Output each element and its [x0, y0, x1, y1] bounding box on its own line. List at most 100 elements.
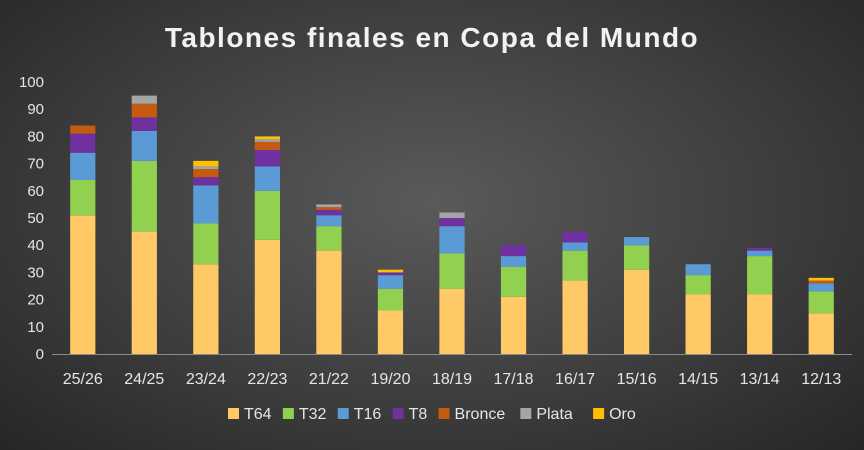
bar-t32-14-15: [685, 275, 711, 295]
bar-t32-25-26: [70, 179, 96, 216]
legend-swatch: [337, 408, 349, 419]
legend-swatch: [520, 408, 532, 419]
y-tick-label: 90: [27, 101, 44, 118]
y-tick-label: 40: [27, 237, 44, 254]
x-tick-label: 13/14: [740, 371, 780, 388]
x-tick-label: 23/24: [186, 371, 226, 388]
bar-t32-17-18: [500, 266, 527, 297]
x-tick-label: 17/18: [494, 371, 534, 388]
bar-t32-22-23: [254, 190, 280, 240]
bar-t64-22-23: [254, 239, 280, 354]
bar-t16-15-16: [624, 237, 650, 246]
bar-t16-16-17: [562, 242, 588, 251]
bar-t8-23-24: [193, 177, 219, 186]
bar-t64-17-18: [500, 296, 527, 354]
bar-t8-16-17: [562, 231, 588, 243]
x-tick-label: 24/25: [124, 371, 164, 388]
bar-plata-24-25: [131, 95, 157, 104]
y-tick-label: 20: [27, 292, 44, 309]
bar-t16-21-22: [316, 215, 342, 227]
bar-t32-19-20: [377, 288, 404, 311]
bar-t64-21-22: [316, 250, 342, 354]
bar-t64-12-13: [808, 313, 834, 354]
bar-bronce-25-26: [70, 125, 96, 134]
bar-t16-18-19: [439, 226, 465, 254]
bar-plata-22-23: [254, 139, 280, 142]
bar-bronce-22-23: [254, 141, 280, 150]
bar-t64-13-14: [747, 294, 773, 354]
bar-bronce-21-22: [316, 207, 342, 210]
y-tick-label: 50: [27, 210, 44, 227]
legend-swatch: [228, 408, 239, 419]
x-tick-label: 14/15: [678, 371, 718, 388]
bar-t16-14-15: [685, 264, 711, 276]
bar-t16-19-20: [377, 275, 404, 289]
legend-item-t16: T16: [337, 406, 382, 423]
bar-oro-23-24: [193, 160, 219, 167]
bar-t8-21-22: [316, 209, 342, 216]
bar-t8-24-25: [131, 117, 157, 131]
bar-plata-18-19: [439, 212, 465, 218]
bar-t8-13-14: [747, 247, 773, 251]
bar-t32-12-13: [808, 291, 834, 314]
bar-t16-17-18: [500, 256, 527, 267]
legend: T64 T32 T16 T8 Bronce Plata Oro: [228, 406, 636, 423]
legend-item-oro: Oro: [593, 406, 636, 423]
bar-t8-25-26: [70, 133, 96, 153]
legend-item-t32: T32: [282, 406, 327, 423]
bar-oro-12-13: [808, 277, 834, 281]
y-tick-label: 80: [27, 128, 44, 145]
bar-t64-25-26: [70, 215, 96, 354]
y-tick-label: 100: [19, 74, 44, 91]
bar-t64-15-16: [624, 269, 650, 354]
legend-swatch: [593, 408, 605, 419]
x-tick-label: 18/19: [432, 371, 472, 388]
y-tick-label: 0: [36, 346, 44, 363]
bar-t64-23-24: [193, 264, 219, 354]
x-tick-label: 15/16: [617, 371, 657, 388]
bar-t32-24-25: [131, 160, 157, 232]
legend-label: T32: [299, 406, 327, 423]
legend-label: Plata: [536, 406, 573, 423]
legend-swatch: [392, 408, 404, 419]
bar-t64-18-19: [439, 288, 465, 354]
chart-title: Tablones finales en Copa del Mundo: [165, 22, 699, 53]
bar-t32-15-16: [624, 245, 650, 270]
y-tick-label: 30: [27, 264, 44, 281]
legend-label: T8: [409, 406, 428, 423]
legend-label: T64: [244, 406, 272, 423]
legend-item-t8: T8: [392, 406, 428, 423]
bar-t16-12-13: [808, 283, 834, 292]
bars: [70, 95, 834, 354]
bar-oro-19-20: [377, 269, 404, 273]
bar-t64-19-20: [377, 310, 404, 354]
bar-t32-21-22: [316, 226, 342, 251]
bar-t8-22-23: [254, 150, 280, 167]
bar-t16-24-25: [131, 130, 157, 161]
x-tick-label: 25/26: [63, 371, 103, 388]
bar-t8-18-19: [439, 218, 465, 227]
legend-label: Bronce: [455, 406, 506, 423]
bar-t64-24-25: [131, 231, 157, 354]
x-axis: 25/26 24/25 23/24 22/23 21/22 19/20 18/19 17/18…: [52, 354, 852, 388]
bar-t16-22-23: [254, 166, 280, 191]
legend-item-t64: T64: [228, 406, 272, 423]
y-axis: 0 10 20 30 40 50 60 70 80 90 100: [19, 74, 44, 363]
legend-item-plata: Plata: [520, 406, 573, 423]
legend-label: Oro: [609, 406, 636, 423]
legend-swatch: [282, 408, 294, 419]
bar-t16-23-24: [193, 185, 219, 224]
bar-bronce-24-25: [131, 103, 157, 118]
y-tick-label: 10: [27, 319, 44, 336]
legend-label: T16: [354, 406, 382, 423]
bar-t8-19-20: [377, 272, 404, 276]
x-tick-label: 22/23: [247, 371, 287, 388]
bar-t16-13-14: [747, 250, 773, 257]
bar-oro-22-23: [254, 136, 280, 140]
bar-t32-16-17: [562, 250, 588, 281]
legend-swatch: [438, 408, 450, 419]
bar-t16-25-26: [70, 152, 96, 180]
bar-plata-21-22: [316, 204, 342, 208]
x-tick-label: 12/13: [801, 371, 841, 388]
